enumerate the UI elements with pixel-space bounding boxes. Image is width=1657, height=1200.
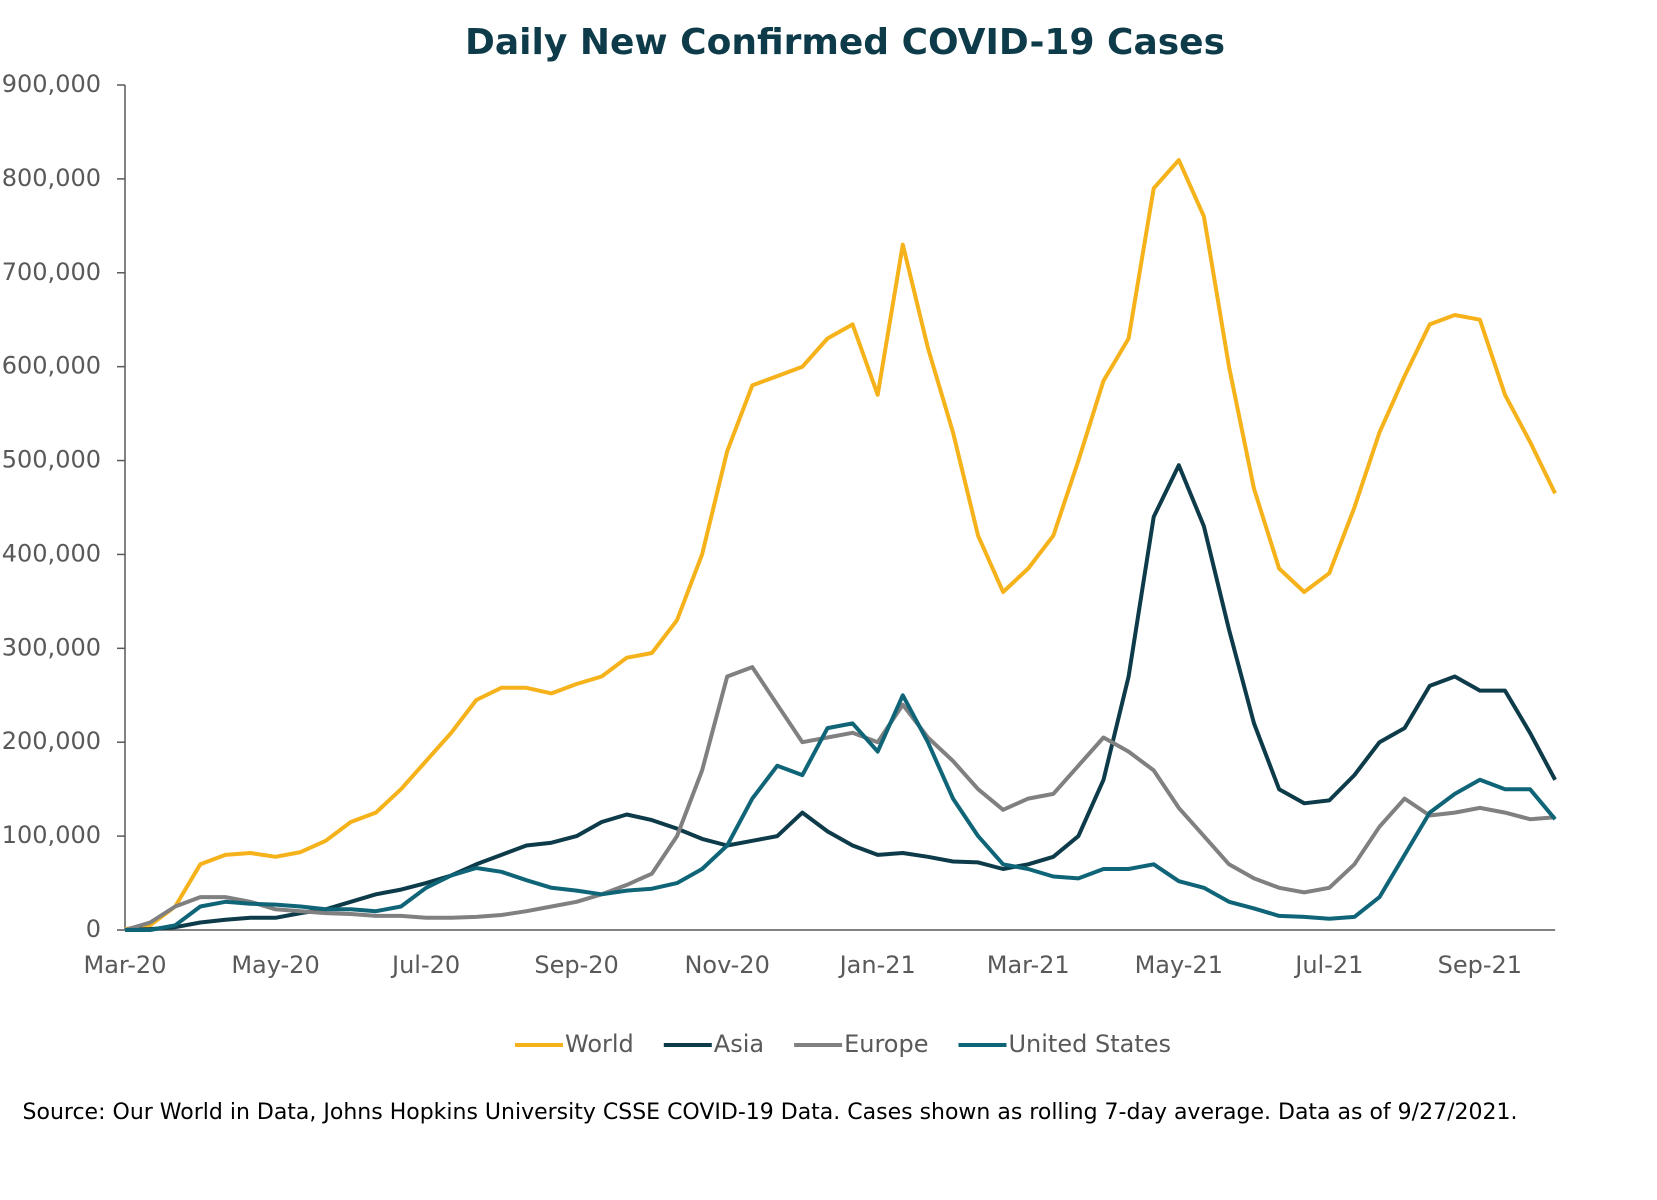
x-tick-label: Jan-21 bbox=[838, 951, 916, 979]
x-tick-label: Mar-21 bbox=[987, 951, 1070, 979]
x-tick-label: Jul-21 bbox=[1293, 951, 1363, 979]
series-line bbox=[124, 463, 1557, 932]
legend-label: Europe bbox=[844, 1030, 928, 1058]
legend-label: United States bbox=[1008, 1030, 1171, 1058]
y-tick-label: 800,000 bbox=[2, 164, 101, 192]
series-line bbox=[125, 693, 1557, 932]
y-tick-label: 700,000 bbox=[2, 258, 101, 286]
y-tick-label: 400,000 bbox=[2, 539, 101, 567]
series-line bbox=[124, 665, 1556, 932]
y-tick-label: 600,000 bbox=[2, 352, 101, 380]
y-tick-label: 200,000 bbox=[2, 727, 101, 755]
y-tick-label: 100,000 bbox=[2, 821, 101, 849]
source-note: Source: Our World in Data, Johns Hopkins… bbox=[23, 1100, 1518, 1125]
legend-label: Asia bbox=[714, 1030, 764, 1058]
x-tick-label: Mar-20 bbox=[84, 951, 167, 979]
legend-label: World bbox=[565, 1030, 634, 1058]
x-tick-label: Jul-20 bbox=[390, 951, 460, 979]
y-tick-label: 300,000 bbox=[2, 633, 101, 661]
x-tick-label: May-21 bbox=[1135, 951, 1223, 979]
x-tick-label: Sep-21 bbox=[1438, 951, 1522, 979]
x-tick-label: May-20 bbox=[231, 951, 319, 979]
x-tick-label: Sep-20 bbox=[534, 951, 618, 979]
y-tick-label: 900,000 bbox=[2, 70, 101, 98]
chart-title: Daily New Confirmed COVID-19 Cases bbox=[465, 22, 1225, 63]
y-tick-label: 500,000 bbox=[2, 446, 101, 474]
y-tick-label: 0 bbox=[86, 915, 101, 943]
x-tick-label: Nov-20 bbox=[684, 951, 769, 979]
series-line bbox=[124, 158, 1557, 932]
